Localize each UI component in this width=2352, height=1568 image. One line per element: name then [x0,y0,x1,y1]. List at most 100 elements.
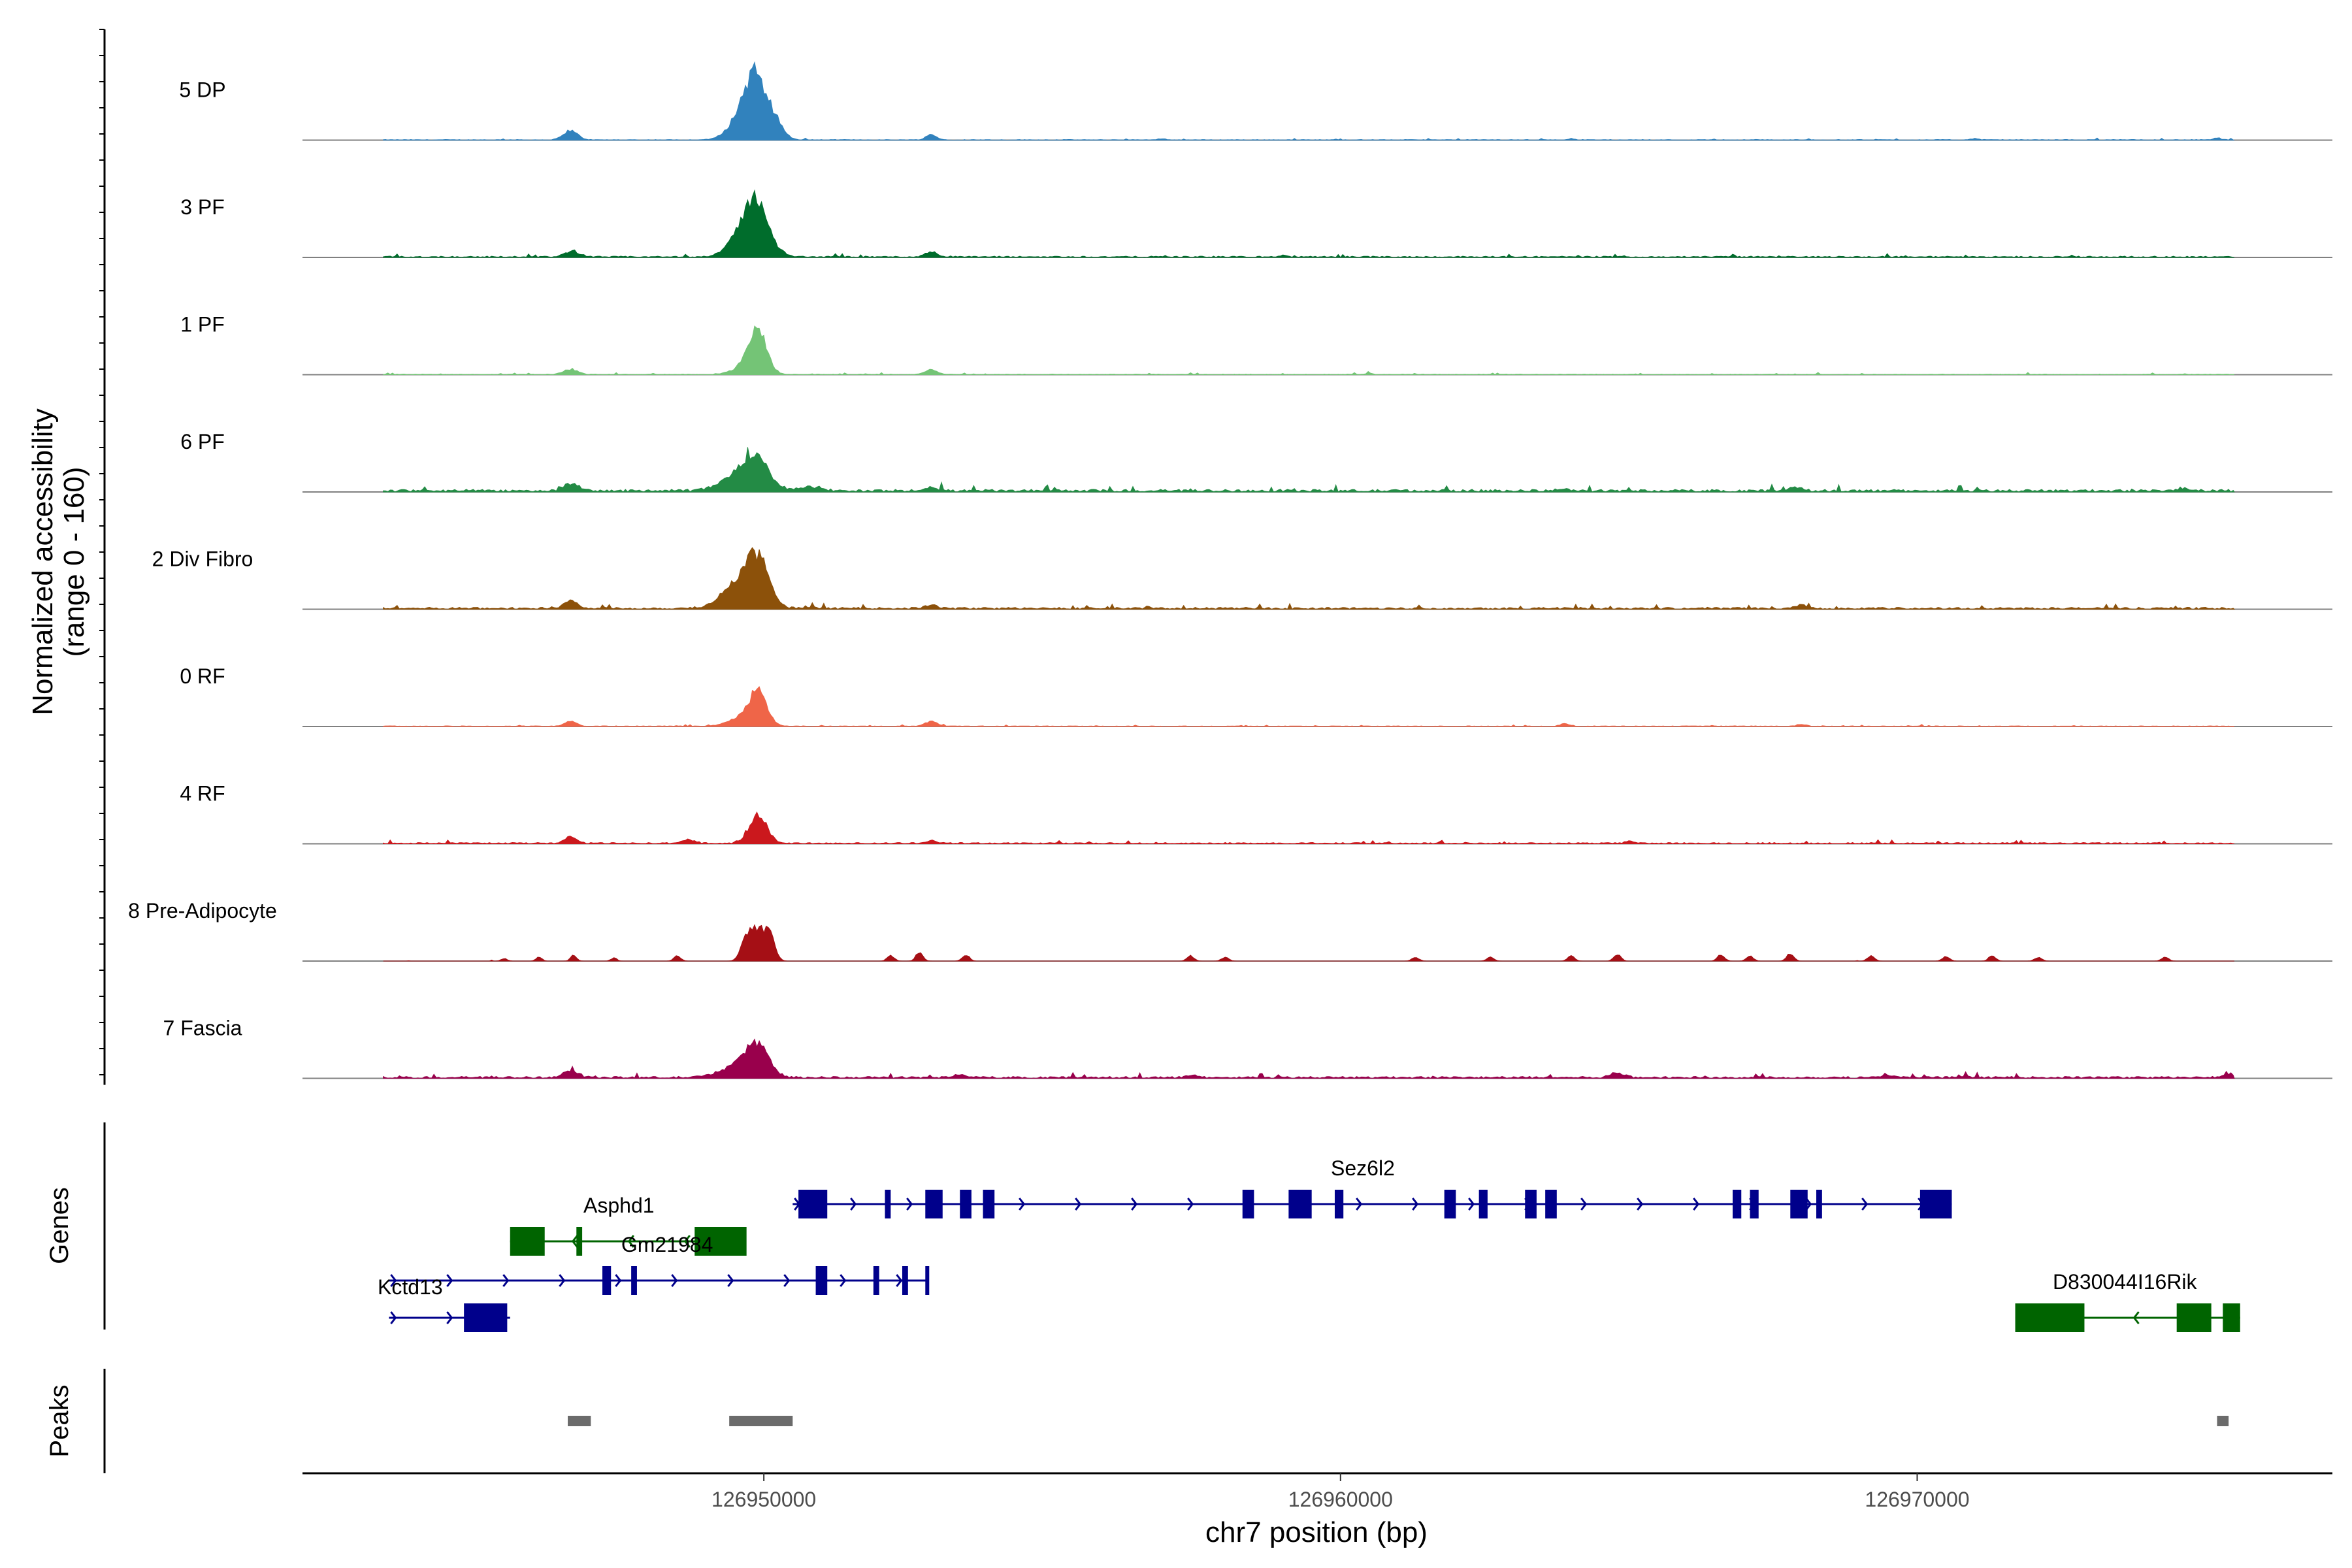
track-label: 7 Fascia [163,1017,242,1040]
coverage-area [383,811,2234,845]
y-axis-title: Normalized accessibility (range 0 - 160) [27,408,90,715]
x-tick-label: 126960000 [1288,1488,1393,1511]
peak-regions [568,1416,2229,1426]
y-axis-title-line2: (range 0 - 160) [58,466,90,657]
exon [925,1266,930,1295]
strand-chevron [390,1311,397,1324]
coverage-area [383,924,2234,962]
track-label: 8 Pre-Adipocyte [128,899,277,923]
strand-chevron [1861,1198,1869,1211]
coverage-area [383,61,2234,141]
coverage-area [383,447,2235,493]
strand-chevron [1693,1198,1700,1211]
peaks-panel-title: Peaks [45,1384,74,1457]
exon [631,1266,637,1295]
strand-chevron [1187,1198,1194,1211]
exon [1919,1190,1952,1218]
x-tick-label: 126950000 [711,1488,816,1511]
track-label: 3 PF [180,195,225,219]
exon [960,1190,972,1218]
exon [983,1190,995,1218]
x-axis: 126950000 126960000 126970000 [302,1472,2332,1511]
strand-chevron [627,1235,634,1248]
exon [902,1266,908,1295]
exon [602,1266,612,1295]
gene-sez6l2: Sez6l2 [792,1156,1952,1218]
track-5-dp: 5 DP [179,61,2332,141]
track-8-pre-adipocyte: 8 Pre-Adipocyte [128,899,2332,962]
coverage-y-axis [99,29,106,1085]
exon [1733,1190,1742,1218]
exon [2176,1303,2212,1332]
peak-region [568,1416,591,1426]
track-label: 1 PF [180,313,225,336]
strand-chevron [446,1274,453,1287]
exon [885,1190,891,1218]
exon [1288,1190,1312,1218]
strand-chevron [896,1274,903,1287]
coverage-area [383,325,2235,376]
genes-panel: Genes Sez6l2 Asphd1 Gm21984 Kctd13 D830044I1… [45,1122,2240,1332]
exon [873,1266,879,1295]
strand-chevron [446,1311,453,1324]
strand-chevron [1468,1198,1475,1211]
gene-label: Sez6l2 [1331,1156,1395,1180]
strand-chevron [1019,1198,1026,1211]
exon [1444,1190,1456,1218]
strand-chevron [571,1235,578,1248]
coverage-area [383,1038,2235,1079]
exon [1545,1190,1557,1218]
exon [1525,1190,1537,1218]
gene-d830044i16rik: D830044I16Rik [2015,1270,2240,1332]
gene-kctd13: Kctd13 [378,1275,510,1332]
x-tick-label: 126970000 [1865,1488,1969,1511]
exon [925,1190,943,1218]
strand-chevron [727,1274,734,1287]
strand-chevron [502,1274,510,1287]
strand-chevron [1637,1198,1644,1211]
exon [1790,1190,1808,1218]
track-2-div-fibro: 2 Div Fibro [152,547,2332,610]
exon [694,1227,747,1256]
track-label: 5 DP [179,78,225,102]
track-1-pf: 1 PF [180,313,2332,376]
gene-gm21984: Gm21984 [389,1233,930,1295]
strand-chevron [1075,1198,1082,1211]
exon [464,1303,508,1332]
exon [576,1227,583,1256]
gene-label: D830044I16Rik [2053,1270,2198,1294]
exon [1242,1190,1254,1218]
exon [510,1227,545,1256]
exon [815,1266,828,1295]
strand-chevron [683,1235,691,1248]
track-6-pf: 6 PF [180,430,2332,493]
strand-chevron [615,1274,622,1287]
strand-chevron [840,1274,847,1287]
strand-chevron [671,1274,678,1287]
track-label: 6 PF [180,430,225,453]
gene-label: Kctd13 [378,1275,443,1299]
strand-chevron [390,1274,397,1287]
exon [2223,1303,2240,1332]
strand-chevron [783,1274,791,1287]
strand-chevron [2132,1311,2140,1324]
peak-region [2217,1416,2229,1426]
gene-label: Gm21984 [621,1233,713,1256]
track-7-fascia: 7 Fascia [163,1017,2332,1079]
track-label: 4 RF [180,782,225,806]
peak-region [729,1416,793,1426]
exon [798,1190,828,1218]
peaks-panel: Peaks [45,1369,2229,1473]
gene-asphd1: Asphd1 [510,1194,747,1256]
gene-label: Asphd1 [583,1194,655,1217]
y-axis-title-line1: Normalized accessibility [27,408,59,715]
track-label: 2 Div Fibro [152,547,253,571]
exon [1334,1190,1344,1218]
track-label: 0 RF [180,664,225,688]
coverage-area [383,686,2235,727]
exon [1478,1190,1488,1218]
strand-chevron [1356,1198,1363,1211]
track-0-rf: 0 RF [180,664,2332,727]
exon [2015,1303,2085,1332]
